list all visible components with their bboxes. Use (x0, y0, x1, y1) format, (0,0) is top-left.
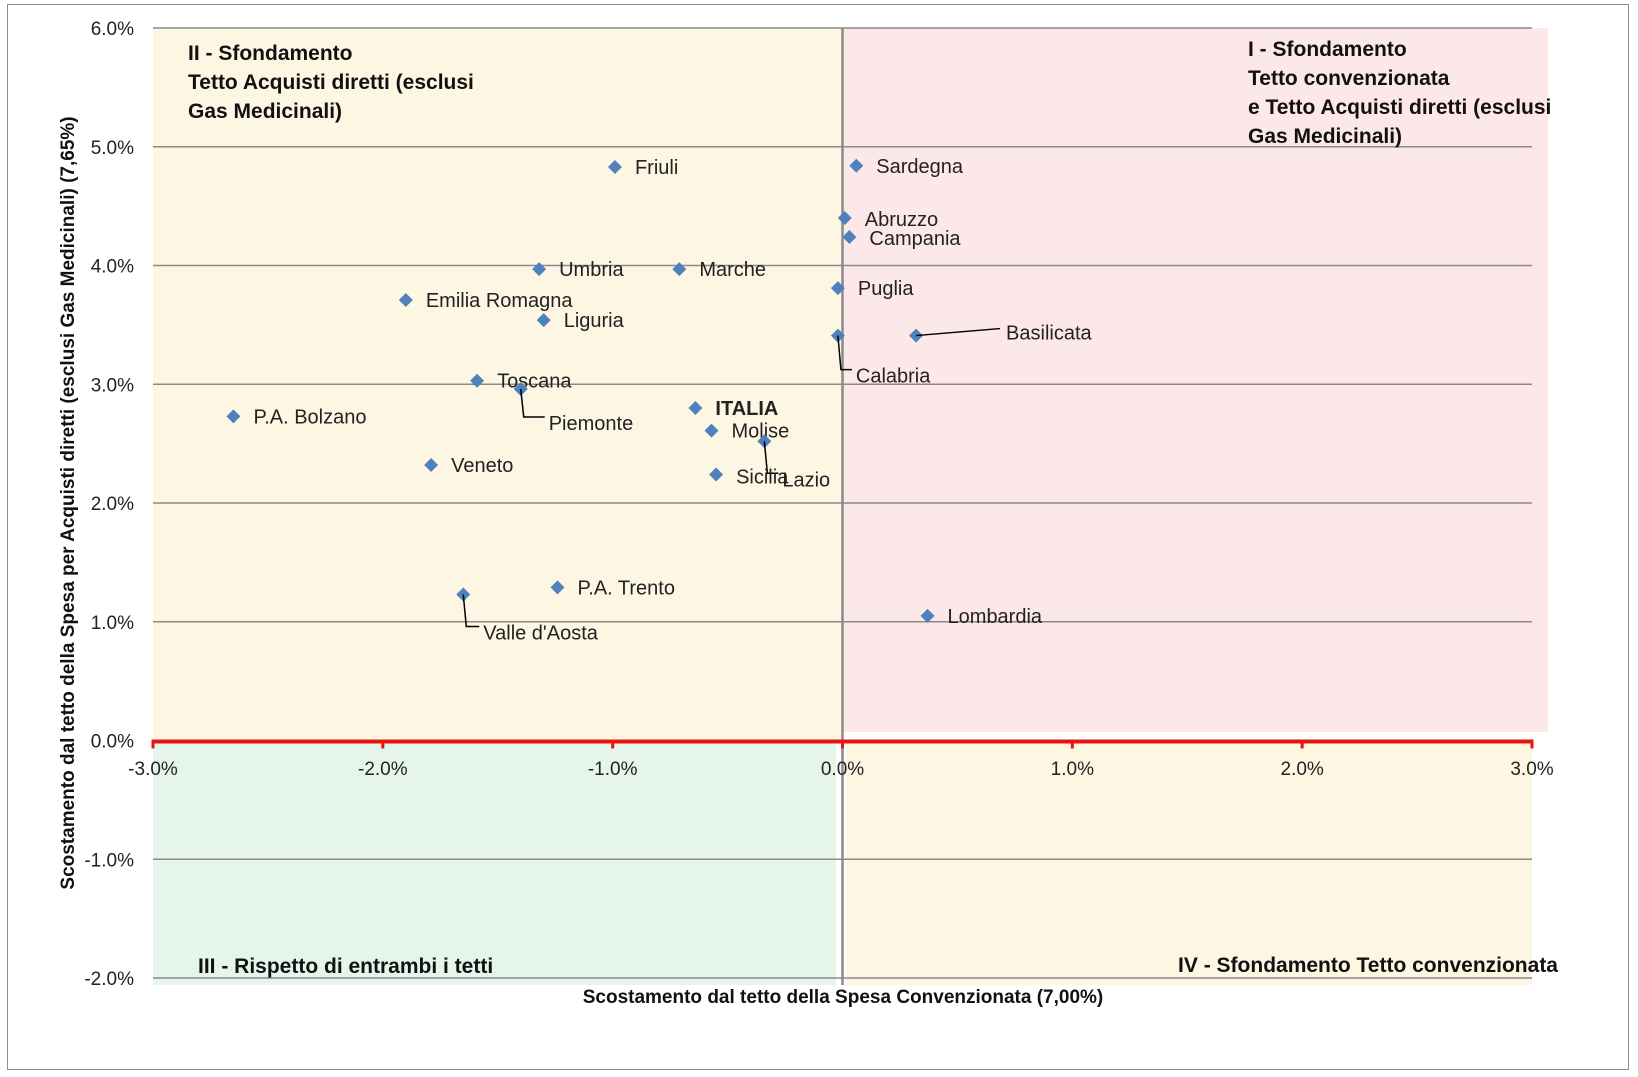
point-marker (842, 230, 857, 244)
axes: -2.0% -1.0% 0.0% 1.0% 2.0% 3.0% 4.0% 5.0% 6.0% -3… (84, 19, 1553, 990)
point-label: Liguria (564, 310, 625, 332)
leader-line (915, 327, 1001, 337)
point-marker (830, 281, 845, 296)
quadrant-iii-label: III - Rispetto di entrambi i tetti (198, 955, 493, 978)
point-label: Basilicata (1006, 323, 1092, 345)
y-tick-label: 4.0% (91, 257, 134, 278)
y-tick-label: 1.0% (91, 613, 134, 634)
y-tick-label: 0.0% (91, 732, 134, 753)
y-tick-label: 6.0% (91, 19, 134, 40)
quadrant-i-label: Tetto convenzionata (1248, 67, 1450, 90)
point-label: Puglia (858, 278, 914, 300)
point-marker (226, 409, 241, 424)
y-tick-label: 3.0% (91, 375, 134, 396)
point-label: Valle d'Aosta (483, 622, 599, 644)
point-marker (532, 262, 547, 277)
point-label: Campania (869, 228, 961, 250)
leader-line (837, 335, 852, 371)
quadrant-i-label: Gas Medicinali) (1248, 125, 1402, 148)
point-marker (672, 262, 687, 277)
x-tick-label: -2.0% (358, 759, 408, 780)
quadrant-backgrounds (153, 28, 1548, 985)
quadrant-i-label: e Tetto Acquisti diretti (esclusi (1248, 96, 1551, 119)
y-axis-title: Scostamento dal tetto della Spesa per Ac… (58, 116, 79, 889)
leader-line (763, 441, 779, 474)
point-label: Molise (731, 421, 789, 443)
point-label: Lombardia (948, 606, 1043, 628)
x-tick-label: -3.0% (128, 759, 178, 780)
point-marker (424, 458, 439, 472)
point-label: Sardegna (876, 156, 964, 178)
quadrant-ii-label: Gas Medicinali) (188, 100, 342, 123)
leader-line (462, 594, 480, 628)
point-label: Calabria (856, 366, 931, 388)
quadrant-iii-bg (153, 740, 836, 985)
point-marker (704, 423, 719, 438)
point-marker (607, 159, 622, 174)
point-marker (920, 608, 935, 623)
x-tick-label: 2.0% (1281, 759, 1324, 780)
quadrant-i-label: I - Sfondamento (1248, 38, 1407, 61)
point-label: Abruzzo (865, 209, 938, 231)
point-label: Lazio (782, 469, 830, 491)
x-tick-label: 0.0% (821, 759, 864, 780)
point-label: Friuli (635, 157, 678, 179)
point-label: Piemonte (549, 413, 634, 435)
y-tick-label: 5.0% (91, 138, 134, 159)
point-marker (849, 158, 864, 173)
x-tick-label: -1.0% (588, 759, 638, 780)
point-marker (837, 211, 852, 225)
quadrant-ii-label: Tetto Acquisti diretti (esclusi (188, 71, 474, 94)
point-marker (470, 373, 485, 388)
point-label: P.A. Bolzano (253, 406, 366, 428)
leader-line (519, 388, 545, 418)
point-marker (709, 467, 724, 482)
x-tick-label: 3.0% (1510, 759, 1553, 780)
quadrant-iv-label: IV - Sfondamento Tetto convenzionata (1178, 954, 1558, 977)
x-axis-title: Scostamento dal tetto della Spesa Conven… (583, 987, 1104, 1008)
quadrant-labels: I - Sfondamento Tetto convenzionata e Tett… (188, 38, 1558, 978)
point-label: Marche (699, 259, 766, 281)
point-marker (688, 401, 703, 415)
point-marker (550, 580, 565, 595)
quadrant-iv-bg (846, 740, 1532, 985)
point-label: P.A. Trento (578, 577, 675, 599)
y-tick-label: -1.0% (84, 850, 134, 871)
quadrant-ii-label: II - Sfondamento (188, 42, 353, 65)
quadrant-i-bg (842, 28, 1548, 732)
point-label: ITALIA (715, 398, 778, 420)
point-marker (536, 313, 551, 328)
y-tick-label: 2.0% (91, 494, 134, 515)
point-label: Veneto (451, 455, 513, 477)
point-label: Sicilia (736, 467, 789, 489)
point-label: Umbria (559, 259, 624, 281)
point-label: Toscana (497, 371, 572, 393)
point-label: Emilia Romagna (426, 290, 574, 312)
point-marker (398, 292, 413, 307)
x-tick-label: 1.0% (1051, 759, 1094, 780)
y-tick-label: -2.0% (84, 969, 134, 990)
